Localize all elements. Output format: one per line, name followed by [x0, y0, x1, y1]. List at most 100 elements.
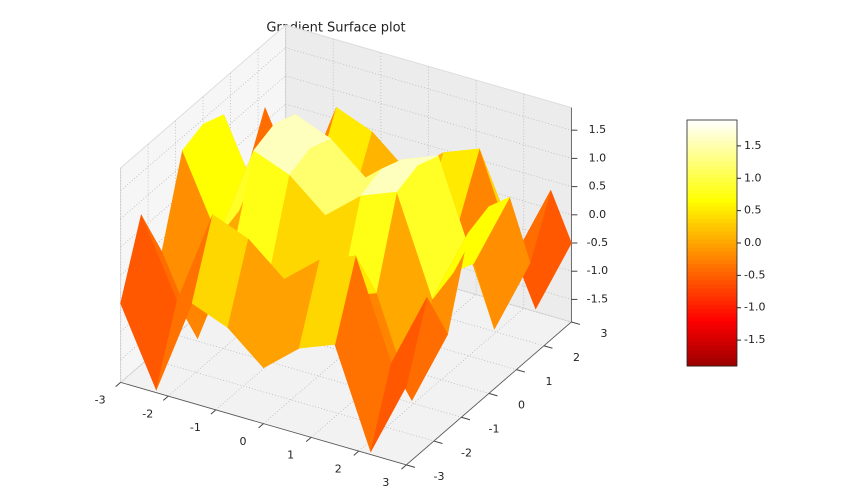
grid-line: [167, 252, 334, 397]
axis-line: [120, 381, 407, 466]
colorbar-segment: [687, 320, 737, 326]
y-tick: [516, 369, 526, 373]
colorbar-segment: [687, 325, 737, 330]
colorbar-segment: [687, 156, 737, 162]
y-tick: [433, 440, 443, 445]
axis-line: [406, 321, 572, 466]
colorbar-segment: [687, 222, 737, 228]
colorbar-segment: [687, 255, 737, 260]
colorbar-segment: [687, 136, 737, 141]
y-tick: [406, 464, 416, 468]
colorbar-segment: [687, 275, 737, 281]
colorbar-segment: [687, 128, 737, 133]
surface-patch: [432, 206, 490, 300]
colorbar-tick-label: -1.0: [744, 301, 765, 314]
colorbar-segment: [687, 300, 737, 305]
y-tick: [571, 321, 581, 325]
colorbar-segment: [687, 132, 737, 137]
z-tick-label: 0.0: [589, 208, 607, 221]
x-tick-label: 0: [240, 435, 247, 448]
colorbar-segment: [687, 312, 737, 318]
colorbar-segment: [687, 120, 737, 125]
x-tick-label: 2: [335, 462, 342, 475]
y-tick-label: -3: [433, 470, 444, 483]
colorbar-segment: [687, 296, 737, 301]
y-tick-label: 0: [518, 399, 525, 412]
colorbar-segment: [687, 284, 737, 289]
colorbar-segment: [687, 226, 737, 232]
z-tick-label: 0.5: [589, 180, 607, 193]
colorbar-segment: [687, 316, 737, 322]
x-tick: [401, 464, 407, 470]
x-tick: [210, 409, 217, 415]
colorbar-segment: [687, 353, 737, 359]
colorbar-segment: [687, 206, 737, 211]
surface-patch: [360, 164, 419, 196]
grid-line: [120, 103, 286, 248]
colorbar-segment: [687, 144, 737, 150]
y-tick-label: 3: [600, 327, 607, 340]
colorbar-segment: [687, 234, 737, 240]
colorbar-segment: [687, 341, 737, 346]
colorbar-segment: [687, 165, 737, 170]
x-tick: [162, 395, 169, 401]
y-tick-label: -2: [461, 446, 472, 459]
y-tick: [488, 392, 498, 397]
colorbar-segment: [687, 349, 737, 355]
colorbar-segment: [687, 337, 737, 342]
z-tick-label: -1.0: [587, 264, 608, 277]
colorbar-segment: [687, 193, 737, 199]
y-tick: [543, 345, 553, 349]
colorbar-segment: [687, 152, 737, 158]
colorbar-segment: [687, 238, 737, 244]
colorbar-segment: [687, 292, 737, 297]
colorbar-segment: [687, 124, 737, 129]
y-tick-label: 2: [573, 351, 580, 364]
colorbar-segment: [687, 140, 737, 146]
colorbar-segment: [687, 189, 737, 195]
y-tick-label: 1: [545, 375, 552, 388]
colorbar-segment: [687, 218, 737, 223]
y-tick-label: -1: [488, 422, 499, 435]
colorbar-segment: [687, 177, 737, 182]
grid-line: [358, 307, 525, 452]
colorbar-segment: [687, 197, 737, 203]
colorbar-segment: [687, 161, 737, 166]
x-tick: [115, 381, 121, 388]
colorbar-segment: [687, 247, 737, 252]
z-tick-label: -1.5: [587, 292, 608, 305]
colorbar-segment: [687, 267, 737, 273]
colorbar-segment: [687, 304, 737, 310]
colorbar-tick-label: -1.5: [744, 333, 765, 346]
x-tick-label: 3: [382, 476, 389, 489]
colorbar-segment: [687, 263, 737, 269]
colorbar-segment: [687, 308, 737, 314]
colorbar-tick-label: 1.5: [744, 139, 762, 152]
x-tick: [353, 450, 360, 456]
surface-patch: [298, 255, 356, 349]
colorbar-segment: [687, 345, 737, 351]
colorbar-segment: [687, 185, 737, 191]
z-tick-label: -0.5: [587, 236, 608, 249]
x-tick-label: -1: [190, 421, 201, 434]
colorbar-segment: [687, 230, 737, 236]
colorbar-segment: [687, 202, 737, 207]
x-tick: [305, 436, 312, 443]
colorbar-segment: [687, 333, 737, 338]
colorbar-segment: [687, 259, 737, 264]
colorbar-segment: [687, 214, 737, 219]
x-tick: [258, 423, 264, 429]
surface-patch: [370, 297, 428, 452]
grid-line: [263, 280, 429, 424]
colorbar-segment: [687, 361, 737, 367]
colorbar-segment: [687, 148, 737, 154]
grid-line: [120, 47, 286, 191]
x-tick-label: -2: [142, 407, 153, 420]
colorbar-tick-label: -0.5: [744, 268, 765, 281]
colorbar-segment: [687, 329, 737, 334]
colorbar-segment: [687, 243, 737, 248]
colorbar-segment: [687, 210, 737, 215]
colorbar-tick-label: 1.0: [744, 171, 762, 184]
colorbar-segment: [687, 173, 737, 178]
